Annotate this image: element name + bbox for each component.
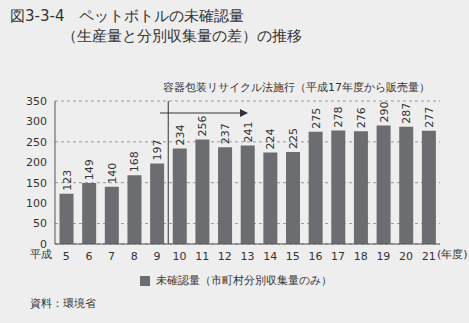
svg-text:290: 290: [378, 102, 391, 123]
svg-text:17: 17: [331, 250, 345, 263]
html-text:容器包装リサイクル法施行（平成17年度から販売量）: 容器包装リサイクル法施行（平成17年度から販売量）: [163, 81, 430, 94]
svg-text:140: 140: [106, 163, 119, 184]
svg-text:14: 14: [263, 250, 277, 263]
svg-text:7: 7: [108, 250, 115, 263]
svg-text:276: 276: [355, 107, 368, 128]
svg-text:123: 123: [61, 170, 74, 191]
html-text:資料：環境省: 資料：環境省: [30, 297, 96, 310]
svg-text:16: 16: [308, 250, 322, 263]
svg-text:8: 8: [131, 250, 138, 263]
svg-text:224: 224: [264, 128, 277, 149]
svg-text:200: 200: [26, 156, 47, 169]
svg-text:168: 168: [128, 151, 141, 172]
svg-text:11: 11: [195, 250, 209, 263]
svg-text:9: 9: [153, 250, 160, 263]
svg-text:19: 19: [376, 250, 390, 263]
svg-text:241: 241: [242, 122, 255, 143]
svg-text:15: 15: [286, 250, 300, 263]
svg-text:100: 100: [26, 197, 47, 210]
svg-text:278: 278: [332, 106, 345, 127]
svg-text:50: 50: [33, 217, 47, 230]
svg-text:275: 275: [310, 108, 323, 129]
svg-text:0: 0: [40, 237, 47, 251]
svg-text:287: 287: [400, 103, 413, 124]
svg-text:6: 6: [85, 250, 92, 263]
svg-text:225: 225: [287, 128, 300, 149]
svg-text:12: 12: [218, 250, 232, 263]
svg-text:350: 350: [26, 95, 47, 108]
svg-text:18: 18: [354, 250, 368, 263]
svg-text:250: 250: [26, 136, 47, 149]
html-text:未確認量（市町村分別収集量のみ）: 未確認量（市町村分別収集量のみ）: [156, 274, 332, 287]
svg-text:21: 21: [422, 250, 436, 263]
svg-text:20: 20: [399, 250, 413, 263]
svg-text:277: 277: [423, 107, 436, 128]
svg-text:237: 237: [219, 123, 232, 144]
svg-text:256: 256: [196, 115, 209, 136]
html-text:平成: 平成: [30, 248, 52, 261]
html-text:（生産量と分別収集量の差）の推移: （生産量と分別収集量の差）の推移: [62, 27, 302, 45]
svg-text:197: 197: [151, 140, 164, 161]
svg-text:10: 10: [173, 250, 187, 263]
svg-text:234: 234: [174, 124, 187, 145]
html-text:図3-3-4 ペットボトルの未確認量: 図3-3-4 ペットボトルの未確認量: [10, 7, 245, 25]
html-text:(年度): (年度): [437, 248, 468, 261]
svg-text:5: 5: [63, 250, 70, 263]
svg-text:13: 13: [241, 250, 255, 263]
svg-text:149: 149: [83, 159, 96, 180]
svg-text:300: 300: [26, 115, 47, 128]
svg-text:150: 150: [26, 177, 47, 190]
